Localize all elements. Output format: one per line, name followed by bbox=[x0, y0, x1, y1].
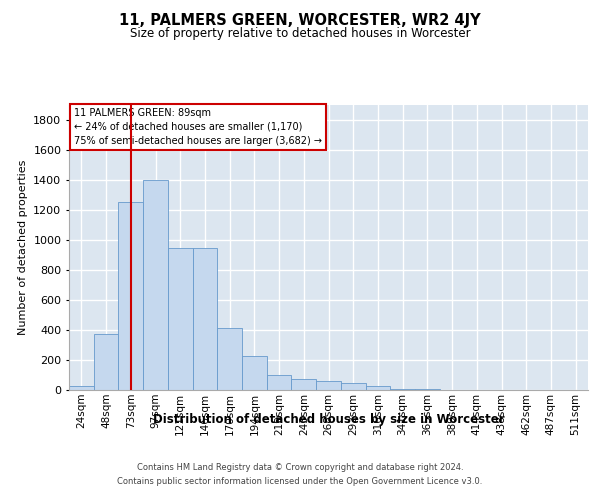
Bar bbox=[365, 386, 390, 390]
Text: Size of property relative to detached houses in Worcester: Size of property relative to detached ho… bbox=[130, 28, 470, 40]
Bar bbox=[143, 180, 168, 390]
Bar bbox=[94, 334, 118, 390]
Bar bbox=[69, 386, 94, 390]
Text: Distribution of detached houses by size in Worcester: Distribution of detached houses by size … bbox=[153, 412, 505, 426]
Y-axis label: Number of detached properties: Number of detached properties bbox=[17, 160, 28, 335]
Bar bbox=[217, 328, 242, 390]
Bar bbox=[267, 375, 292, 390]
Text: Contains public sector information licensed under the Open Government Licence v3: Contains public sector information licen… bbox=[118, 478, 482, 486]
Bar bbox=[292, 379, 316, 390]
Bar bbox=[415, 389, 440, 390]
Text: 11 PALMERS GREEN: 89sqm
← 24% of detached houses are smaller (1,170)
75% of semi: 11 PALMERS GREEN: 89sqm ← 24% of detache… bbox=[74, 108, 322, 146]
Bar bbox=[193, 248, 217, 390]
Text: Contains HM Land Registry data © Crown copyright and database right 2024.: Contains HM Land Registry data © Crown c… bbox=[137, 462, 463, 471]
Bar bbox=[118, 202, 143, 390]
Bar bbox=[168, 248, 193, 390]
Bar bbox=[242, 356, 267, 390]
Bar bbox=[390, 389, 415, 390]
Bar bbox=[341, 383, 365, 390]
Text: 11, PALMERS GREEN, WORCESTER, WR2 4JY: 11, PALMERS GREEN, WORCESTER, WR2 4JY bbox=[119, 12, 481, 28]
Bar bbox=[316, 381, 341, 390]
